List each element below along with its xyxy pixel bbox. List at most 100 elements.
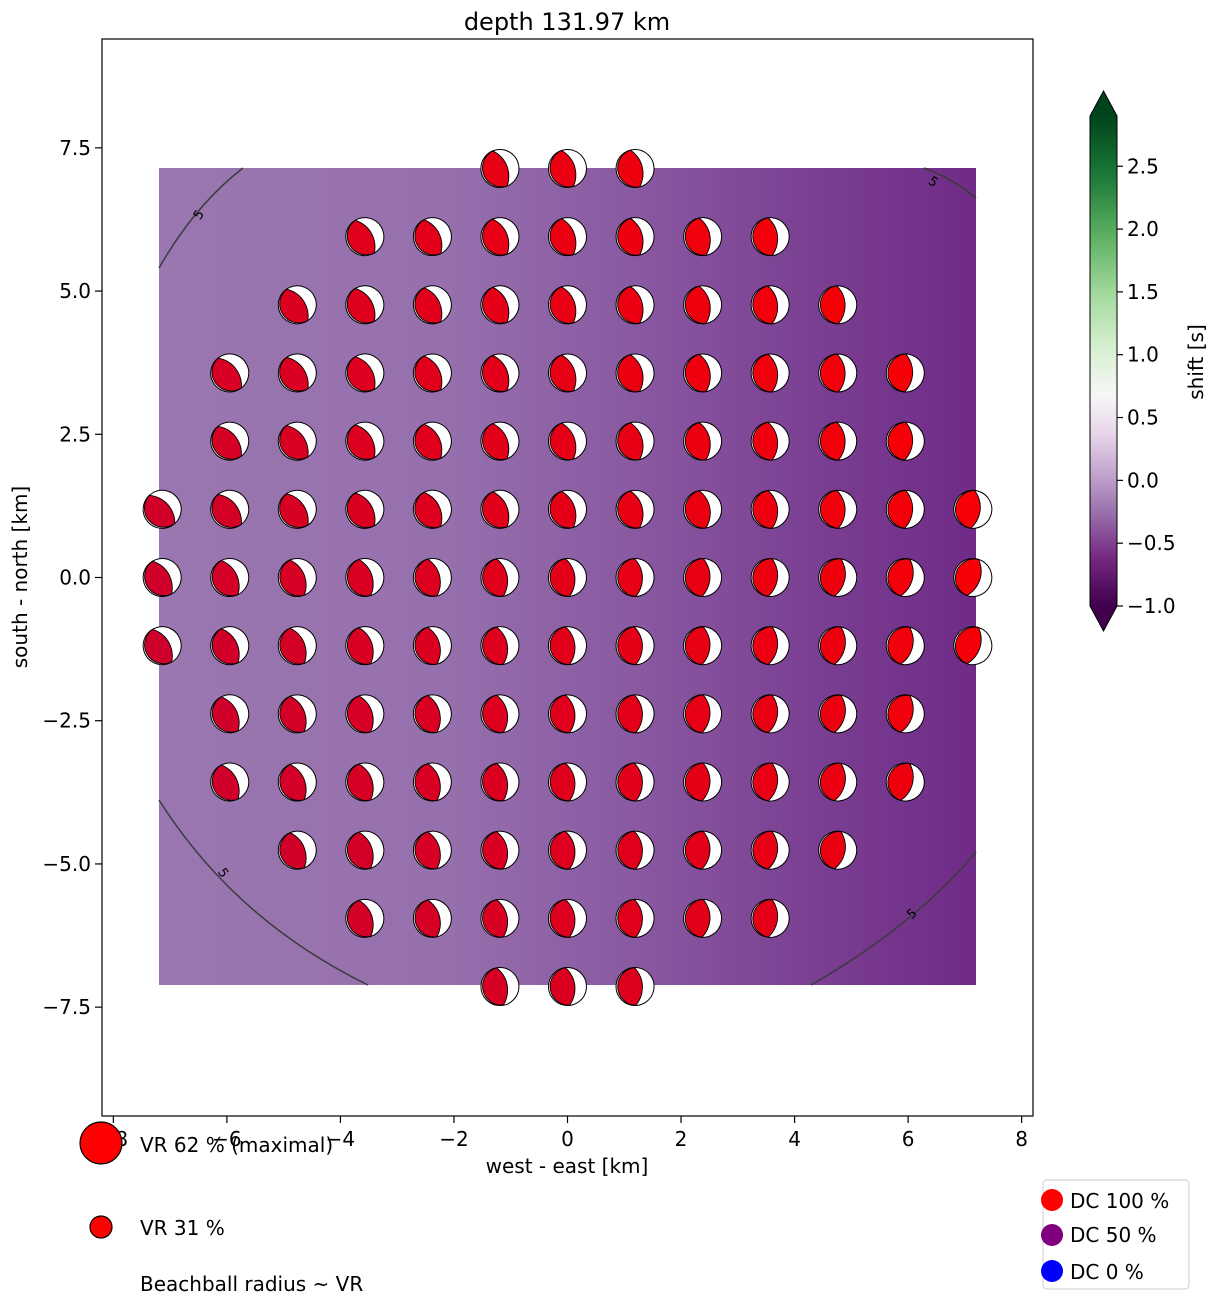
beachball-compressional-quadrant — [684, 285, 711, 324]
beachball — [548, 762, 587, 802]
beachball — [683, 898, 723, 938]
x-tick-label: −6 — [212, 1127, 241, 1151]
y-tick-label: −2.5 — [42, 709, 91, 733]
beachball-compressional-quadrant — [346, 899, 374, 938]
dc-legend-label-0: DC 0 % — [1070, 1260, 1144, 1284]
beachball — [683, 217, 723, 257]
legend-radius-note: Beachball radius ~ VR — [140, 1272, 363, 1296]
beachball-compressional-quadrant — [684, 353, 711, 393]
dc-legend-label-50: DC 50 % — [1070, 1223, 1157, 1247]
y-tick-label: 5.0 — [59, 279, 91, 303]
beachball-compressional-quadrant — [482, 423, 510, 460]
y-axis: 7.5 5.0 2.5 0.0 −2.5 −5.0 −7.5 — [42, 136, 102, 1019]
size-legend: VR 62 % (maximal) VR 31 % Beachball radi… — [79, 1121, 363, 1296]
beachball-compressional-quadrant — [279, 425, 309, 460]
beachball — [277, 762, 317, 802]
beachball-compressional-quadrant — [752, 830, 779, 870]
beachball-compressional-quadrant — [482, 694, 509, 733]
beachball-compressional-quadrant — [279, 695, 307, 733]
beachball-compressional-quadrant — [346, 559, 374, 597]
y-tick-label: −7.5 — [42, 995, 91, 1019]
beachball-compressional-quadrant — [346, 424, 376, 460]
beachball — [277, 353, 317, 393]
beachball — [683, 558, 723, 597]
beachball-compressional-quadrant — [482, 558, 509, 597]
beachball-compressional-quadrant — [617, 967, 643, 1006]
beachball-compressional-quadrant — [752, 626, 779, 665]
beachball — [885, 558, 925, 597]
beachball-compressional-quadrant — [752, 217, 779, 256]
beachball — [615, 148, 655, 188]
beachball — [548, 626, 587, 666]
beachball — [345, 898, 385, 938]
beachball — [548, 898, 587, 938]
beachball-compressional-quadrant — [549, 830, 576, 870]
beachball — [548, 694, 587, 734]
legend-size-large-label: VR 62 % (maximal) — [140, 1133, 333, 1157]
legend-size-small-marker — [89, 1215, 113, 1239]
beachball-compressional-quadrant — [346, 763, 374, 801]
beachball-compressional-quadrant — [819, 694, 846, 733]
beachball — [683, 626, 723, 666]
beachball — [885, 694, 925, 734]
beachball — [683, 830, 723, 870]
beachball — [412, 353, 452, 393]
beachball-compressional-quadrant — [549, 354, 577, 392]
beachball-compressional-quadrant — [752, 762, 779, 802]
beachball — [480, 898, 520, 938]
colorbar: 2.5 2.0 1.5 1.0 0.5 0.0 −0.5 −1.0 shift [s] — [1089, 89, 1208, 633]
beachball — [277, 421, 317, 461]
beachball — [548, 148, 587, 188]
beachball — [345, 489, 385, 529]
beachball — [210, 558, 250, 597]
beachball-compressional-quadrant — [617, 490, 644, 529]
beachball-compressional-quadrant — [684, 898, 711, 938]
beachball-compressional-quadrant — [617, 149, 644, 188]
beachball — [548, 421, 587, 461]
beachball-compressional-quadrant — [617, 830, 643, 870]
beachball-compressional-quadrant — [887, 762, 914, 801]
x-tick-label: 4 — [788, 1127, 801, 1151]
beachball-compressional-quadrant — [279, 627, 307, 665]
beachball — [142, 489, 182, 529]
beachball-compressional-quadrant — [954, 558, 982, 597]
beachball-compressional-quadrant — [414, 763, 441, 802]
beachball — [750, 421, 790, 461]
colorbar-tick-label: 2.0 — [1127, 217, 1159, 241]
colorbar-tick-label: 1.5 — [1127, 280, 1159, 304]
beachball-compressional-quadrant — [144, 628, 173, 665]
beachball-compressional-quadrant — [752, 899, 779, 938]
beachball-compressional-quadrant — [549, 286, 577, 324]
beachball-compressional-quadrant — [617, 762, 643, 802]
colorbar-label: shift [s] — [1184, 324, 1208, 400]
beachball-compressional-quadrant — [279, 288, 309, 324]
y-tick-label: 2.5 — [59, 422, 91, 446]
contour-lines — [158, 167, 977, 986]
beachball-compressional-quadrant — [684, 762, 711, 802]
beachball-compressional-quadrant — [482, 967, 509, 1006]
beachball-compressional-quadrant — [887, 558, 914, 597]
beachball-compressional-quadrant — [887, 694, 914, 733]
beachball — [345, 558, 385, 597]
beachball-compressional-quadrant — [414, 355, 443, 392]
beachball — [548, 353, 587, 393]
beachball — [818, 830, 858, 870]
beachball-compressional-quadrant — [549, 694, 576, 734]
beachball-compressional-quadrant — [211, 628, 240, 665]
x-axis-label: west - east [km] — [486, 1154, 649, 1178]
beachball — [750, 694, 790, 734]
beachball — [885, 421, 925, 461]
beachball-compressional-quadrant — [414, 491, 443, 529]
beachball-compressional-quadrant — [482, 831, 509, 870]
beachball-compressional-quadrant — [819, 762, 846, 802]
beachball — [615, 898, 655, 938]
beachball-compressional-quadrant — [482, 762, 509, 802]
beachball-compressional-quadrant — [819, 421, 846, 461]
beachball — [615, 558, 655, 597]
beachball-compressional-quadrant — [752, 694, 779, 734]
beachball-compressional-quadrant — [684, 626, 711, 666]
colorbar-tick-label: 2.5 — [1127, 154, 1159, 178]
beachball — [412, 421, 452, 461]
beachball — [750, 898, 790, 938]
beachball — [277, 626, 317, 666]
